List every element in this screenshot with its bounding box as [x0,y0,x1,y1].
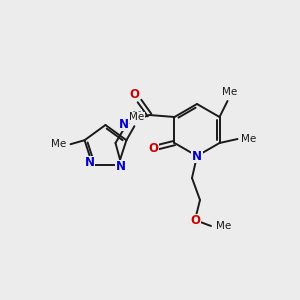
Text: Me: Me [129,112,144,122]
Text: Me: Me [222,87,237,97]
Text: N: N [116,160,125,173]
Text: O: O [190,214,200,227]
Text: O: O [148,142,158,154]
Text: N: N [85,156,94,169]
Text: Me: Me [216,221,232,231]
Text: O: O [130,88,140,100]
Text: Me: Me [241,134,256,144]
Text: Me: Me [51,139,66,149]
Text: N: N [192,149,202,163]
Text: H: H [131,110,141,122]
Text: N: N [118,118,128,130]
